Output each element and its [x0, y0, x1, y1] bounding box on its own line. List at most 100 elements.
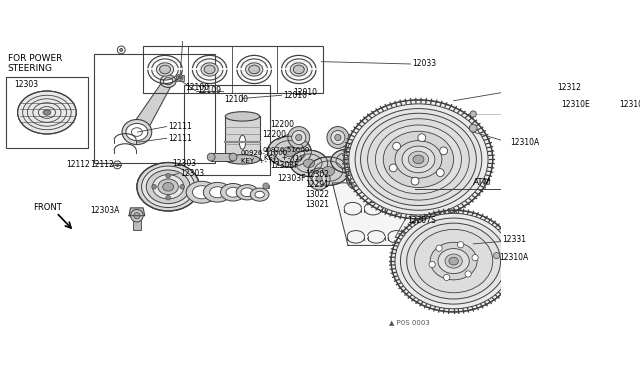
Text: 12312: 12312 — [557, 83, 580, 92]
Text: ▲ P0S 0003: ▲ P0S 0003 — [390, 319, 430, 325]
Ellipse shape — [207, 153, 215, 161]
Text: 12010: 12010 — [283, 91, 307, 100]
Ellipse shape — [349, 104, 488, 215]
Polygon shape — [129, 208, 145, 216]
Circle shape — [263, 183, 269, 189]
Circle shape — [166, 195, 170, 200]
Ellipse shape — [122, 119, 152, 145]
Text: 12303F: 12303F — [270, 161, 298, 170]
Ellipse shape — [367, 119, 469, 200]
Text: 12207S: 12207S — [406, 216, 435, 225]
Ellipse shape — [406, 223, 500, 299]
Text: 12291: 12291 — [305, 180, 329, 189]
Circle shape — [436, 169, 444, 177]
Circle shape — [355, 176, 360, 182]
Ellipse shape — [344, 100, 493, 219]
Circle shape — [180, 185, 184, 189]
Ellipse shape — [249, 65, 260, 74]
Circle shape — [458, 242, 464, 248]
Text: 12100: 12100 — [225, 95, 248, 104]
Ellipse shape — [158, 179, 179, 195]
Bar — [176, 75, 184, 81]
Ellipse shape — [355, 109, 482, 210]
Ellipse shape — [391, 210, 516, 312]
Circle shape — [346, 168, 369, 190]
Circle shape — [389, 164, 397, 172]
Bar — [143, 46, 323, 93]
Text: 12302: 12302 — [305, 170, 329, 179]
Circle shape — [179, 76, 182, 79]
Circle shape — [316, 176, 322, 182]
Ellipse shape — [210, 187, 225, 198]
Circle shape — [308, 168, 330, 190]
Text: 12112: 12112 — [90, 160, 114, 169]
Ellipse shape — [225, 155, 260, 164]
Bar — [133, 216, 141, 230]
Ellipse shape — [126, 124, 148, 141]
Text: 12100: 12100 — [186, 83, 209, 92]
Ellipse shape — [293, 65, 304, 74]
Circle shape — [116, 163, 119, 166]
Ellipse shape — [255, 191, 264, 198]
Ellipse shape — [303, 159, 315, 167]
Ellipse shape — [186, 181, 218, 203]
Ellipse shape — [225, 112, 260, 121]
Ellipse shape — [204, 182, 232, 202]
Ellipse shape — [239, 135, 246, 149]
Circle shape — [296, 134, 302, 141]
Ellipse shape — [229, 153, 237, 161]
Ellipse shape — [43, 110, 51, 115]
Polygon shape — [127, 81, 173, 132]
Text: 12200: 12200 — [262, 130, 286, 139]
Ellipse shape — [221, 183, 246, 201]
Ellipse shape — [360, 147, 372, 156]
Ellipse shape — [449, 257, 458, 265]
Text: KEY  +- (1): KEY +- (1) — [241, 158, 279, 164]
Ellipse shape — [152, 175, 184, 199]
Text: 12033: 12033 — [412, 60, 436, 68]
Ellipse shape — [346, 138, 385, 165]
Circle shape — [177, 74, 183, 80]
Ellipse shape — [445, 254, 462, 268]
Text: 13022: 13022 — [305, 190, 329, 199]
Ellipse shape — [331, 149, 365, 173]
Text: 12303: 12303 — [180, 169, 204, 178]
Ellipse shape — [163, 183, 173, 191]
Circle shape — [120, 48, 123, 51]
Text: 12310: 12310 — [620, 100, 640, 109]
Ellipse shape — [360, 113, 476, 206]
Circle shape — [436, 245, 442, 251]
Text: 12112: 12112 — [66, 160, 90, 169]
Ellipse shape — [250, 188, 269, 201]
Ellipse shape — [395, 141, 442, 178]
Ellipse shape — [408, 151, 429, 168]
Ellipse shape — [236, 185, 258, 200]
Circle shape — [131, 209, 143, 222]
Ellipse shape — [268, 136, 311, 167]
Text: 12310A: 12310A — [499, 253, 528, 263]
Ellipse shape — [383, 131, 454, 187]
Circle shape — [444, 274, 450, 280]
Ellipse shape — [415, 230, 493, 293]
Ellipse shape — [402, 146, 435, 173]
Circle shape — [288, 126, 310, 148]
Text: 00926-51600: 00926-51600 — [262, 147, 309, 153]
Circle shape — [470, 111, 476, 117]
Circle shape — [418, 134, 426, 142]
Ellipse shape — [161, 75, 176, 87]
Ellipse shape — [413, 155, 424, 164]
Ellipse shape — [226, 187, 240, 197]
Text: 12310E: 12310E — [561, 100, 589, 109]
Circle shape — [331, 131, 345, 145]
Text: FRONT: FRONT — [33, 203, 61, 212]
Bar — [225, 116, 260, 160]
Ellipse shape — [246, 63, 263, 76]
Circle shape — [472, 254, 478, 261]
Circle shape — [327, 126, 349, 148]
Ellipse shape — [137, 163, 200, 211]
Circle shape — [429, 262, 435, 267]
Ellipse shape — [430, 242, 477, 280]
Text: KEY  +- (1): KEY +- (1) — [264, 155, 303, 161]
Ellipse shape — [193, 186, 211, 199]
Text: 12010: 12010 — [293, 89, 317, 97]
